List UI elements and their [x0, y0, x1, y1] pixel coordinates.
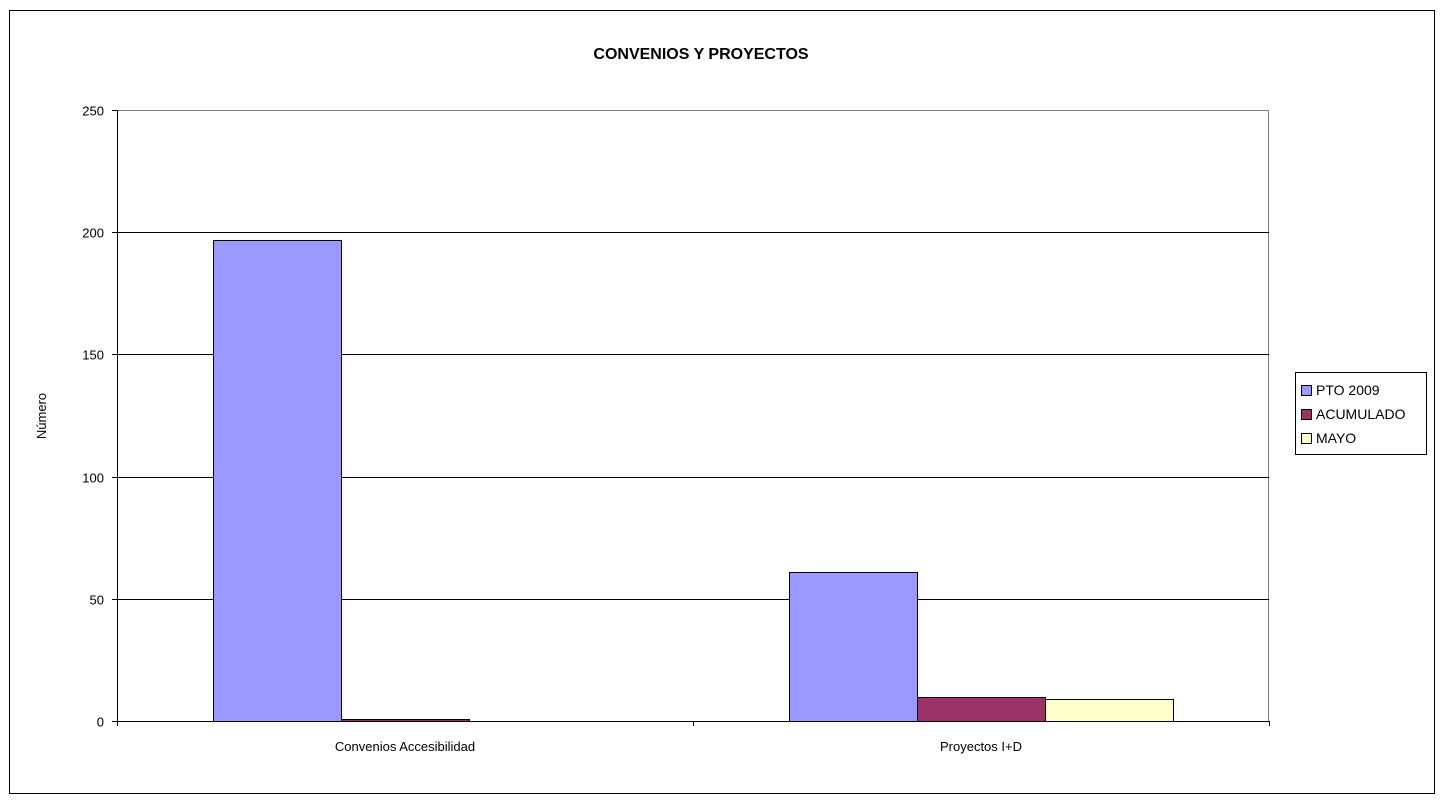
bar-2-3: [1045, 699, 1174, 722]
legend-label-2: ACUMULADO: [1316, 406, 1406, 422]
y-tick-label: 200: [82, 226, 104, 241]
x-tick-label: Proyectos I+D: [940, 739, 1022, 754]
legend-label-3: MAYO: [1316, 430, 1356, 446]
legend-swatch-1: [1301, 385, 1312, 396]
legend: PTO 2009 ACUMULADO MAYO: [1295, 372, 1427, 455]
legend-swatch-2: [1301, 409, 1312, 420]
legend-label-1: PTO 2009: [1316, 382, 1380, 398]
y-axis-label: Número: [34, 393, 49, 439]
legend-swatch-3: [1301, 433, 1312, 444]
legend-box: [1295, 372, 1427, 455]
y-tick-label: 100: [82, 471, 104, 486]
x-tick-label: Convenios Accesibilidad: [335, 739, 475, 754]
chart-title: CONVENIOS Y PROYECTOS: [593, 46, 809, 63]
bar-2-1: [789, 572, 918, 722]
y-tick-label: 50: [90, 593, 104, 608]
y-tick-label: 250: [82, 104, 104, 119]
bar-2-2: [917, 697, 1046, 722]
y-tick-label: 150: [82, 348, 104, 363]
bar-1-1: [213, 240, 342, 722]
y-tick-label: 0: [97, 715, 104, 730]
x-axis-ticks: Convenios Accesibilidad Proyectos I+D: [117, 721, 1270, 754]
